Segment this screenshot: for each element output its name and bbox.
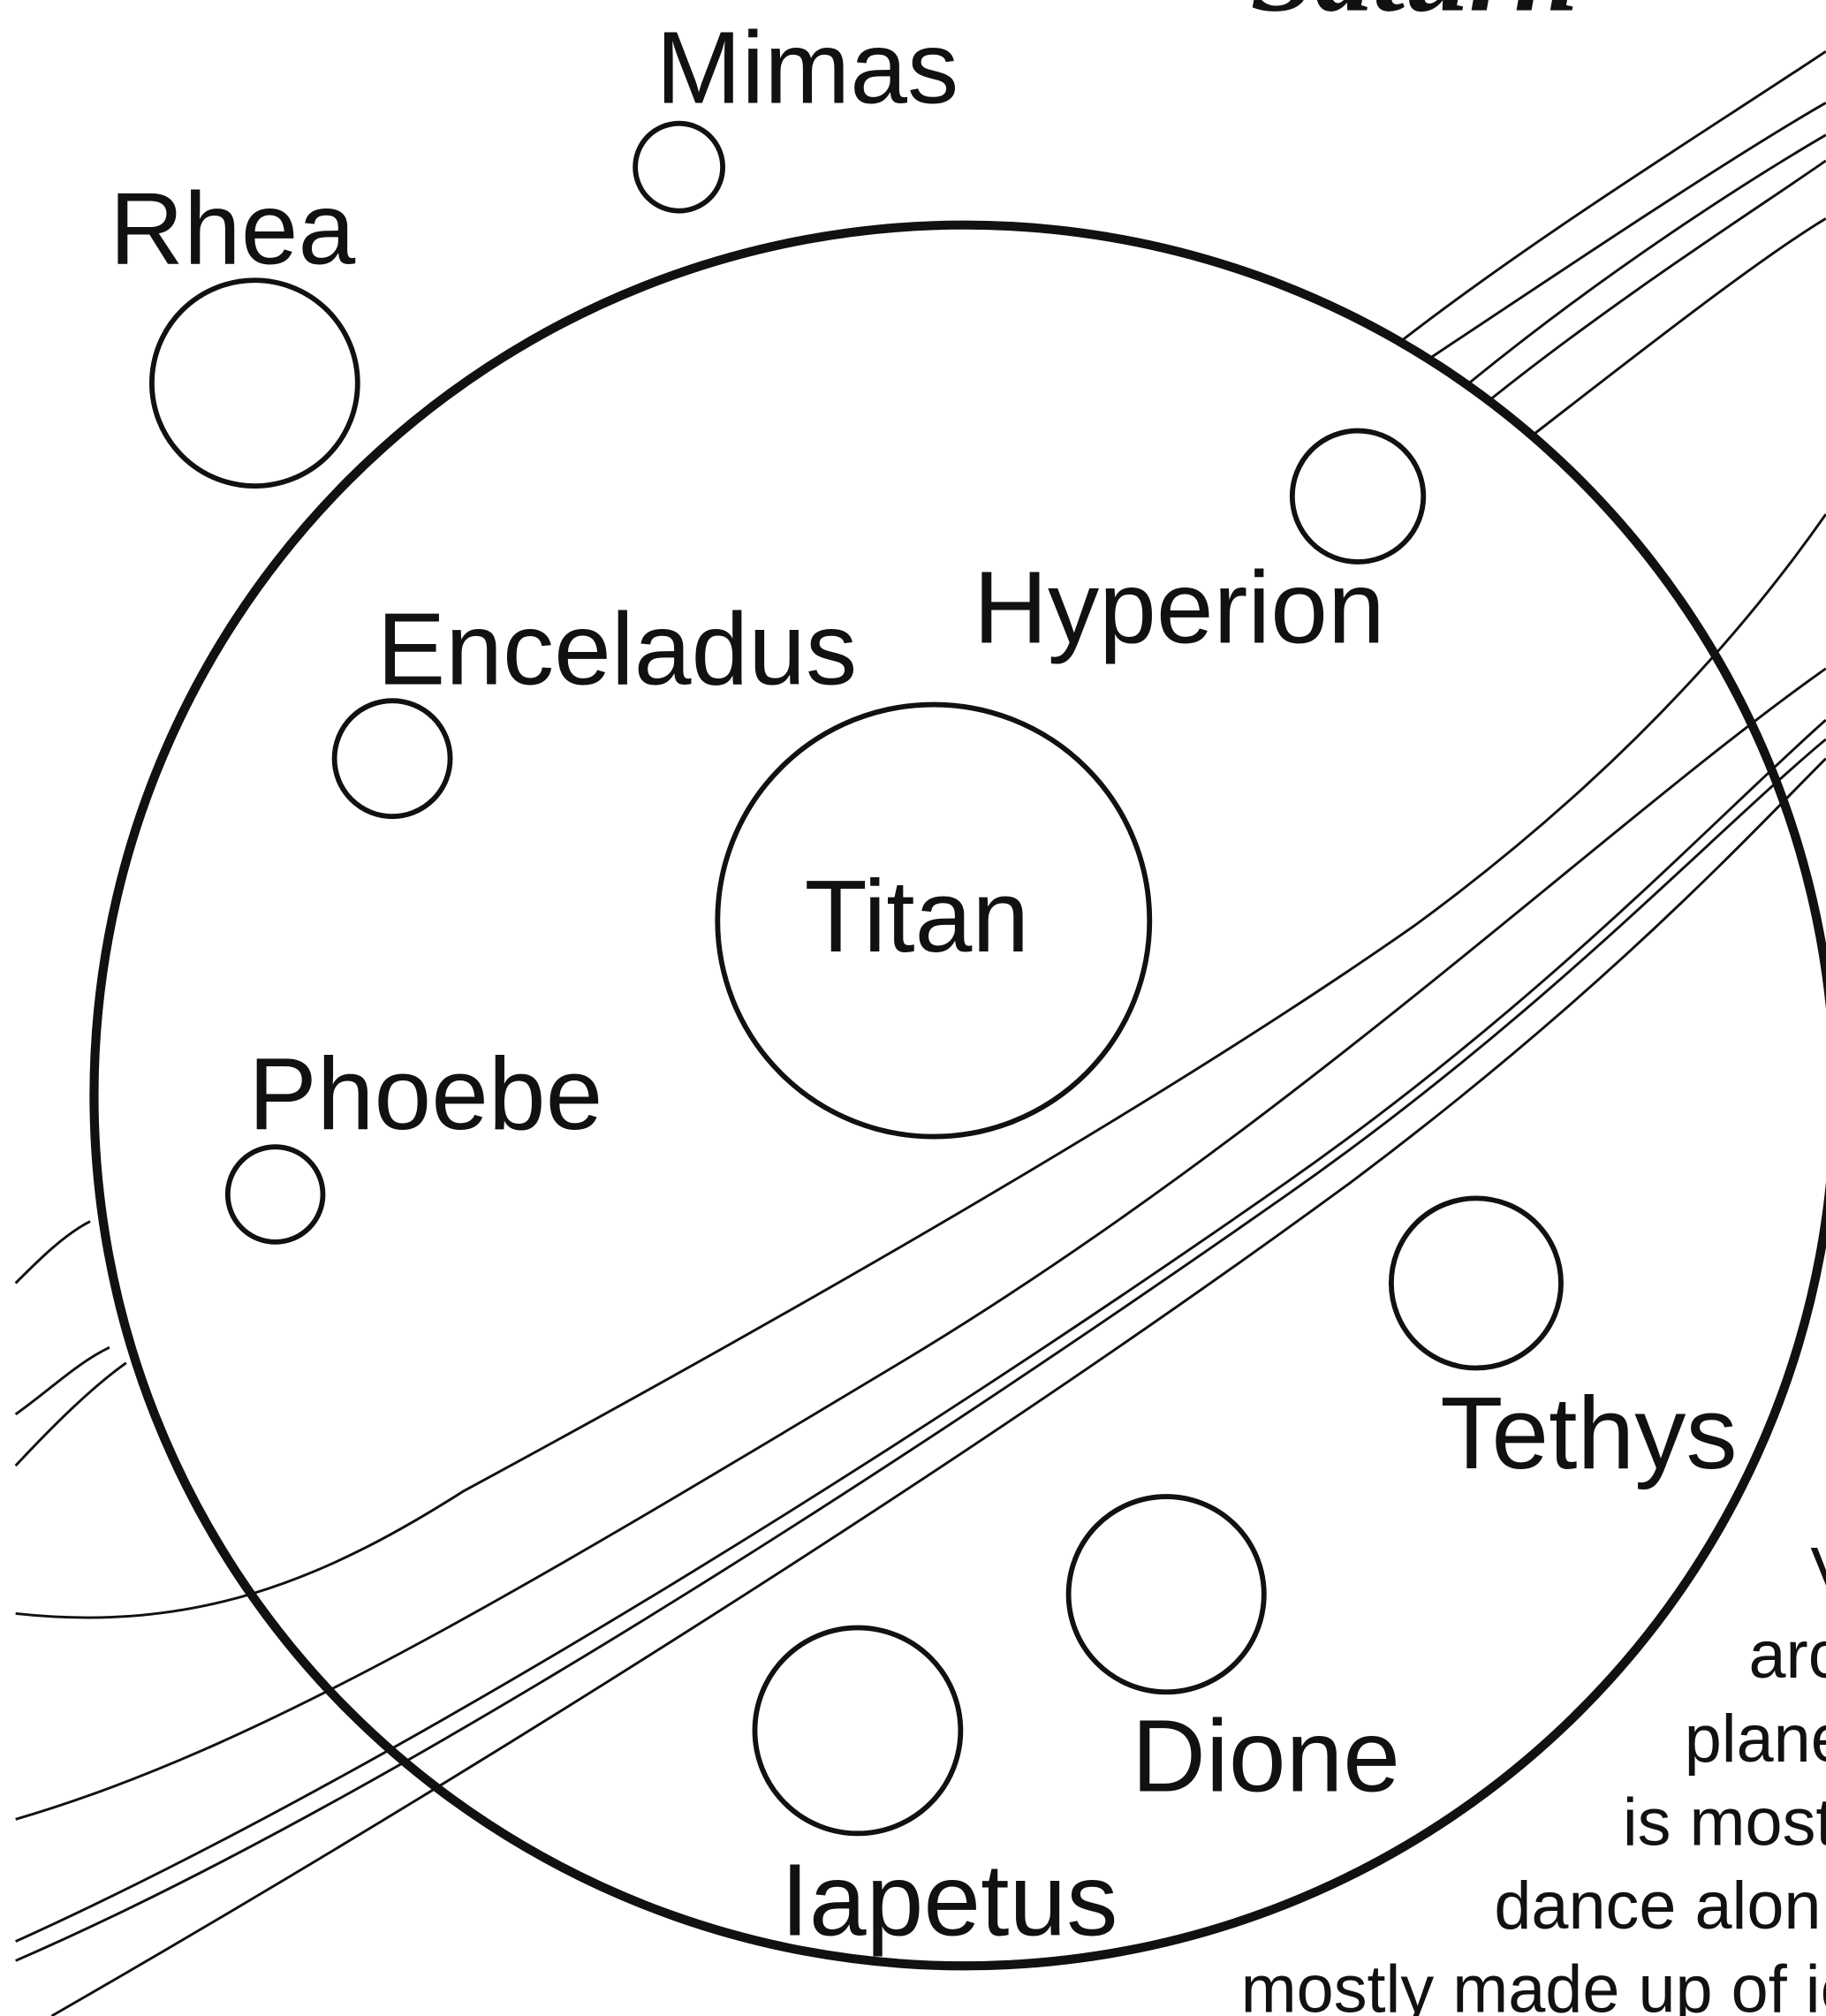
blurb-line: dance alon xyxy=(1494,1868,1821,1944)
moon-label: Iapetus xyxy=(781,1842,1118,1957)
moon-label: Rhea xyxy=(110,171,356,285)
rings xyxy=(16,51,1826,2016)
moon-label: Mimas xyxy=(655,10,958,125)
coloring-page: Saturn Mimas Rhea Hyperion Enceladus Tit… xyxy=(0,0,1826,2016)
ring xyxy=(1402,51,1826,340)
blurb-line: V xyxy=(1810,1535,1826,1610)
ring xyxy=(16,1347,110,1414)
moon-label: Hyperion xyxy=(974,550,1385,665)
blurb-line: arc xyxy=(1748,1618,1826,1693)
blurb-line: is most xyxy=(1623,1785,1826,1860)
moon-label: Phoebe xyxy=(248,1036,602,1151)
ring xyxy=(1428,102,1826,360)
blurb-line: plane xyxy=(1685,1701,1826,1777)
moon xyxy=(1292,431,1423,562)
ring xyxy=(16,1363,126,1466)
ring xyxy=(1530,218,1826,436)
moon xyxy=(335,701,451,816)
title: Saturn xyxy=(1250,0,1578,36)
ring xyxy=(16,1222,90,1284)
moon xyxy=(152,280,358,486)
moon xyxy=(1391,1198,1561,1368)
moon xyxy=(754,1627,960,1833)
moon-label: Enceladus xyxy=(377,591,858,706)
ring xyxy=(1491,161,1825,398)
moon-label: Tethys xyxy=(1440,1376,1737,1490)
moon-label: Titan xyxy=(805,859,1029,974)
moon xyxy=(1069,1497,1264,1692)
blurb-line: mostly made up of ic xyxy=(1241,1952,1826,2016)
moon xyxy=(635,124,723,211)
moon-label: Dione xyxy=(1132,1698,1400,1813)
moon xyxy=(228,1147,323,1242)
